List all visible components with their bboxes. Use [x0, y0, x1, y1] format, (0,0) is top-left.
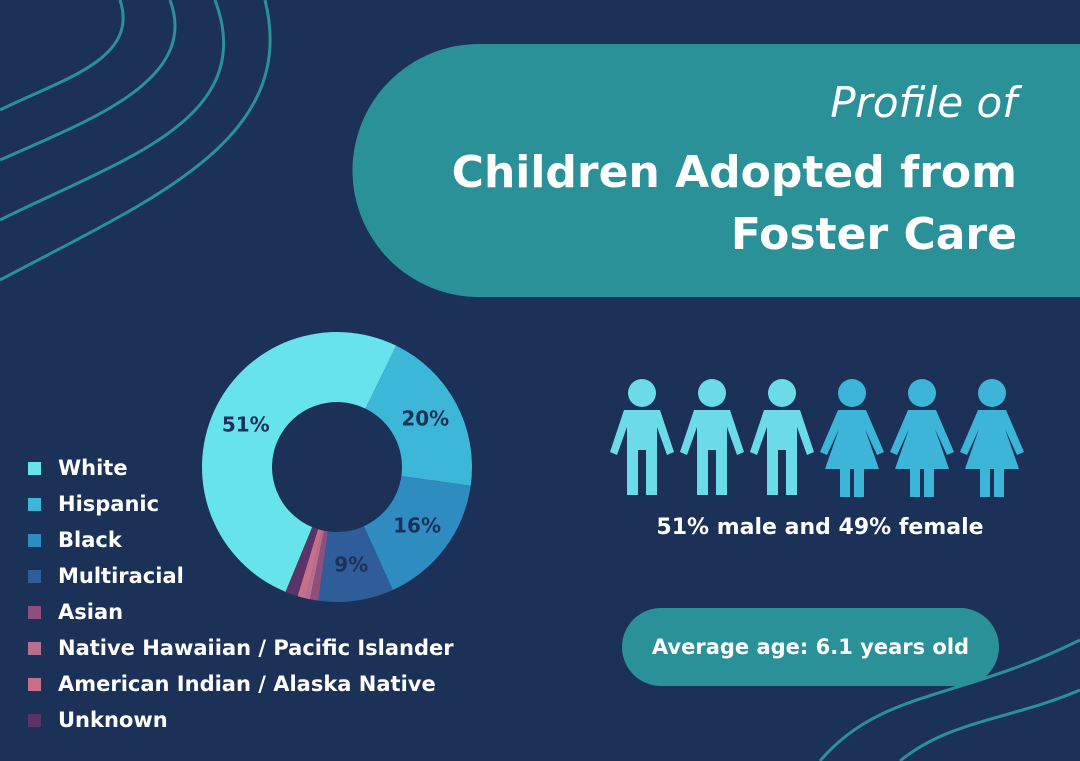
- person-body: [610, 410, 674, 495]
- legend-swatch: [28, 606, 41, 619]
- legend-swatch: [28, 678, 41, 691]
- legend-swatch: [28, 462, 41, 475]
- legend-swatch: [28, 570, 41, 583]
- data-label: 51%: [222, 413, 270, 437]
- person-body: [820, 410, 884, 497]
- legend-swatch: [28, 642, 41, 655]
- person-head: [908, 379, 936, 407]
- person-body: [890, 410, 954, 497]
- person-head: [978, 379, 1006, 407]
- data-label: 20%: [401, 407, 449, 431]
- data-label: 16%: [393, 513, 441, 537]
- donut-slice: [318, 526, 393, 603]
- data-label: 9%: [334, 552, 368, 576]
- legend-label: White: [58, 456, 128, 480]
- age-stat: Average age: 6.1 years old: [622, 608, 999, 686]
- legend-swatch: [28, 498, 41, 511]
- legend-label: Asian: [58, 600, 123, 624]
- person-head: [628, 379, 656, 407]
- donut-slice: [285, 527, 318, 597]
- legend-label: Native Hawaiian / Pacific Islander: [58, 636, 454, 660]
- donut-slice: [309, 530, 328, 601]
- person-body: [680, 410, 744, 495]
- donut-slice: [297, 529, 322, 599]
- person-body: [960, 410, 1024, 497]
- donut-slice: [305, 530, 324, 600]
- person-body: [750, 410, 814, 495]
- legend-label: American Indian / Alaska Native: [58, 672, 436, 696]
- gender-stat: 51% male and 49% female: [656, 515, 984, 540]
- person-head: [768, 379, 796, 407]
- title-banner: [352, 44, 1080, 297]
- legend-label: Hispanic: [58, 492, 159, 516]
- person-head: [698, 379, 726, 407]
- people-icons: [610, 379, 1024, 497]
- legend-swatch: [28, 714, 41, 727]
- title: Children Adopted from Foster Care: [451, 147, 1017, 260]
- legend-swatch: [28, 534, 41, 547]
- kicker: Profile of: [830, 78, 1017, 127]
- donut-slice: [201, 331, 397, 592]
- donut-slice: [365, 345, 472, 486]
- donut-slice: [363, 476, 471, 590]
- legend-label: Multiracial: [58, 564, 184, 588]
- legend-label: Black: [58, 528, 123, 552]
- legend-label: Unknown: [58, 708, 168, 732]
- person-head: [838, 379, 866, 407]
